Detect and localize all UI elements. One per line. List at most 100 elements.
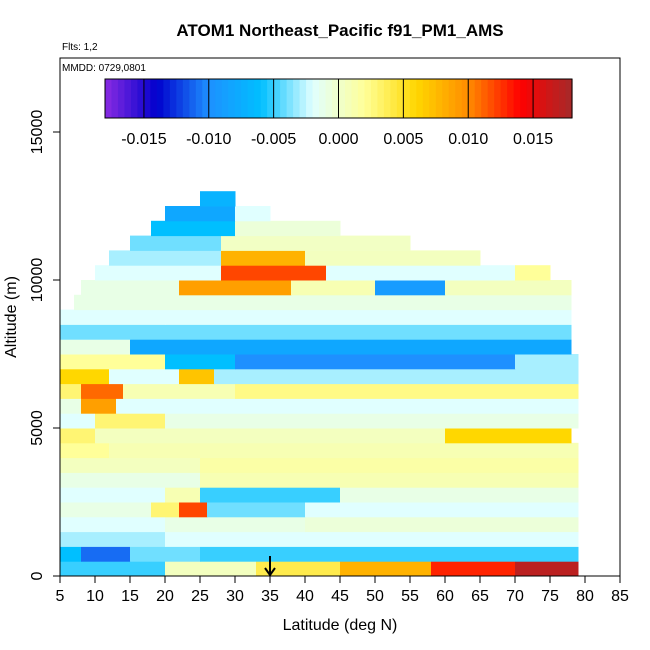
heatmap-cell bbox=[165, 516, 306, 533]
heatmap-cell bbox=[179, 368, 215, 385]
x-tick-label: 20 bbox=[156, 588, 174, 605]
heatmap-cell bbox=[130, 324, 572, 340]
heatmap-cell bbox=[81, 383, 124, 399]
colorbar-swatch bbox=[494, 79, 502, 118]
heatmap-cell bbox=[221, 265, 327, 281]
colorbar-swatch bbox=[390, 79, 398, 118]
colorbar-swatch bbox=[286, 79, 294, 118]
colorbar-swatch bbox=[124, 79, 132, 118]
heatmap-cell bbox=[165, 354, 236, 370]
colorbar-swatch bbox=[383, 79, 391, 118]
colorbar-swatch bbox=[429, 79, 437, 118]
heatmap-cell bbox=[445, 428, 572, 444]
colorbar-tick-label: -0.015 bbox=[121, 131, 166, 148]
x-tick-label: 80 bbox=[576, 588, 594, 605]
latitude-marker bbox=[264, 556, 276, 577]
heatmap-cell bbox=[151, 502, 180, 518]
heatmap-cell bbox=[165, 206, 236, 222]
x-tick-label: 55 bbox=[401, 588, 419, 605]
colorbar-swatch bbox=[299, 79, 307, 118]
x-tick-label: 25 bbox=[191, 588, 209, 605]
y-tick-label: 5000 bbox=[29, 410, 46, 446]
colorbar-swatch bbox=[351, 79, 359, 118]
heatmap-cell bbox=[165, 309, 572, 325]
heatmap-cell bbox=[60, 561, 166, 577]
heatmap-cell bbox=[165, 413, 579, 429]
colorbar-swatch bbox=[533, 79, 541, 118]
colorbar-tick-label: -0.005 bbox=[251, 131, 296, 148]
heatmap-cell bbox=[235, 206, 271, 222]
colorbar-swatch bbox=[143, 79, 152, 118]
colorbar-swatch bbox=[325, 79, 333, 118]
heatmap-cell bbox=[305, 250, 481, 266]
colorbar-swatch bbox=[105, 79, 113, 118]
heatmap-cell bbox=[60, 516, 166, 533]
colorbar-swatch bbox=[319, 79, 327, 118]
y-tick-label: 15000 bbox=[29, 110, 46, 155]
colorbar-swatch bbox=[442, 79, 450, 118]
marker-arrow-head bbox=[264, 567, 276, 577]
colorbar-tick-label: 0.010 bbox=[448, 131, 488, 148]
heatmap-cell bbox=[130, 546, 201, 562]
heatmap-cell bbox=[326, 265, 516, 281]
y-axis: 0 5000 10000 15000 bbox=[29, 110, 60, 580]
colorbar-swatch bbox=[357, 79, 366, 118]
colorbar-swatch bbox=[474, 79, 482, 118]
heatmap-cell bbox=[179, 280, 292, 296]
heatmap-cell bbox=[165, 531, 579, 547]
x-tick-label: 60 bbox=[436, 588, 454, 605]
colorbar-swatch bbox=[215, 79, 223, 118]
heatmap-cell bbox=[515, 354, 579, 370]
colorbar-swatch bbox=[273, 79, 281, 118]
colorbar-tick-label: 0.005 bbox=[383, 131, 423, 148]
colorbar-swatch bbox=[150, 79, 158, 118]
heatmap-cell bbox=[60, 487, 166, 503]
colorbar: -0.015 -0.010 -0.005 0.000 0.005 0.010 0.015 bbox=[104, 78, 573, 148]
y-tick-label: 0 bbox=[29, 571, 46, 580]
colorbar-swatch bbox=[416, 79, 424, 118]
heatmap-cell bbox=[123, 383, 236, 399]
colorbar-swatch bbox=[332, 79, 340, 118]
colorbar-swatch bbox=[481, 79, 489, 118]
heatmap-cell bbox=[165, 561, 257, 577]
heatmap-cell bbox=[60, 368, 110, 385]
heatmap-cell bbox=[221, 235, 411, 251]
heatmap-cell bbox=[200, 472, 579, 488]
heatmap-cell bbox=[179, 502, 208, 518]
heatmap-cell bbox=[81, 280, 180, 296]
colorbar-swatch bbox=[137, 79, 145, 118]
colorbar-swatch bbox=[403, 79, 411, 118]
heatmap-cell bbox=[375, 280, 446, 296]
heatmap-cell bbox=[60, 502, 152, 518]
colorbar-swatch bbox=[396, 79, 404, 118]
colorbar-swatch bbox=[202, 79, 210, 118]
x-tick-label: 40 bbox=[296, 588, 314, 605]
heatmap-cell bbox=[60, 354, 166, 370]
heatmap-cell bbox=[221, 250, 306, 266]
heatmap-cell bbox=[95, 265, 222, 281]
colorbar-tick-label: 0.000 bbox=[318, 131, 358, 148]
heatmap-cell bbox=[109, 368, 180, 385]
colorbar-swatch bbox=[254, 79, 262, 118]
heatmap-cell bbox=[214, 368, 579, 385]
x-axis: 5 10 15 20 25 30 35 40 45 50 55 60 65 70 75 80 85 bbox=[56, 576, 629, 605]
heatmap-cell bbox=[81, 398, 117, 414]
heatmap-cell bbox=[95, 413, 166, 429]
heatmap-cell bbox=[60, 546, 82, 562]
heatmap-cell bbox=[60, 472, 201, 488]
chart-title: ATOM1 Northeast_Pacific f91_PM1_AMS bbox=[176, 21, 503, 40]
heatmap-cell bbox=[305, 516, 579, 533]
heatmap-cell bbox=[60, 442, 110, 459]
colorbar-swatch bbox=[500, 79, 508, 118]
heatmap-cell bbox=[60, 339, 131, 355]
heatmap-cell bbox=[116, 398, 579, 414]
heatmap-cell bbox=[165, 487, 201, 503]
colorbar-swatch bbox=[487, 79, 495, 118]
colorbar-swatch bbox=[559, 79, 567, 118]
colorbar-swatch bbox=[370, 79, 379, 118]
heatmap-cell bbox=[60, 457, 201, 473]
x-tick-label: 50 bbox=[366, 588, 384, 605]
colorbar-swatch bbox=[409, 79, 417, 118]
heatmap-cell bbox=[235, 383, 579, 399]
colorbar-swatch bbox=[455, 79, 463, 118]
